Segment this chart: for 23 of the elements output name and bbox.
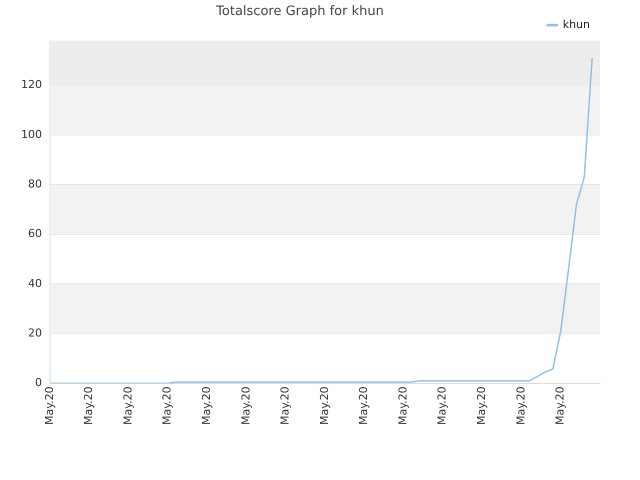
chart-title: Totalscore Graph for khun: [215, 4, 384, 20]
y-tick-label: 0: [35, 376, 42, 390]
x-tick-label: May.20: [357, 386, 370, 426]
x-tick-label: May.20: [514, 386, 528, 426]
x-tick-label: May.20: [436, 386, 449, 426]
x-tick-label: May.20: [318, 386, 331, 426]
x-tick-label: May.20: [554, 386, 567, 426]
x-tick-label: May.20: [239, 386, 252, 426]
legend-label: khun: [562, 18, 590, 31]
y-tick-label: 80: [28, 178, 42, 191]
x-tick-label: May.20: [200, 386, 213, 426]
x-tick-label: May.20: [121, 386, 134, 426]
y-tick-label: 40: [28, 276, 42, 290]
x-tick-label: May.20: [42, 386, 56, 426]
y-tick-label: 100: [21, 128, 42, 141]
y-tick-label: 20: [28, 326, 42, 340]
x-tick-label: May.20: [396, 386, 410, 426]
x-tick-label: May.20: [278, 386, 292, 426]
x-tick-label: May.20: [475, 386, 488, 426]
y-tick-label: 60: [28, 227, 42, 240]
y-tick-label: 120: [21, 78, 42, 92]
x-tick-label: May.20: [160, 386, 174, 426]
x-tick-label: May.20: [82, 386, 96, 426]
